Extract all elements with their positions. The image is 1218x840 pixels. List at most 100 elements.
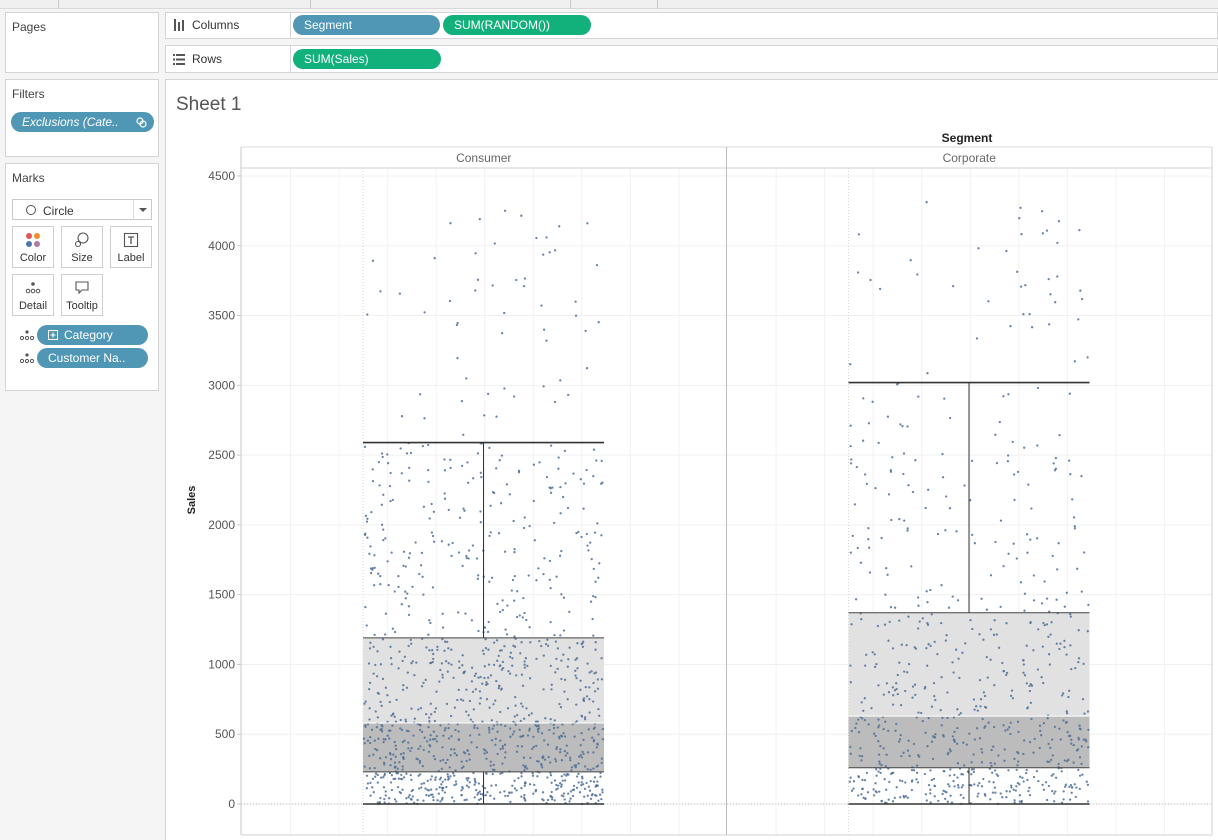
data-point xyxy=(857,731,861,734)
data-point xyxy=(566,751,569,755)
data-point xyxy=(895,687,898,691)
data-point xyxy=(980,785,984,788)
chevron-down-icon[interactable] xyxy=(133,200,151,219)
data-point xyxy=(1079,289,1082,292)
columns-shelf[interactable]: Columns Segment SUM(RANDOM()) xyxy=(165,12,1218,39)
data-point xyxy=(933,736,937,739)
data-point xyxy=(600,482,603,485)
data-point xyxy=(1016,270,1019,273)
data-point xyxy=(478,790,481,793)
data-point xyxy=(390,714,393,717)
data-point xyxy=(374,772,378,775)
data-point xyxy=(432,510,436,513)
data-point xyxy=(447,778,450,781)
detail-field-icon xyxy=(19,330,35,341)
data-point xyxy=(448,299,452,303)
data-point xyxy=(959,793,962,797)
data-point xyxy=(875,768,878,771)
pages-card[interactable]: Pages xyxy=(5,12,159,73)
mark-type-dropdown[interactable]: Circle xyxy=(12,199,152,220)
data-point xyxy=(555,746,559,749)
data-point xyxy=(522,596,525,600)
columns-pill-random[interactable]: SUM(RANDOM()) xyxy=(443,15,591,35)
columns-pill-segment[interactable]: Segment xyxy=(293,15,440,35)
data-point xyxy=(448,766,451,769)
data-point xyxy=(491,772,494,776)
data-point xyxy=(877,684,880,687)
rows-shelf[interactable]: Rows SUM(Sales) xyxy=(165,45,1218,73)
data-point xyxy=(1063,645,1066,649)
data-point xyxy=(976,795,979,798)
label-button[interactable]: Label xyxy=(110,226,152,268)
data-point xyxy=(971,533,974,537)
filter-pill-exclusions[interactable]: Exclusions (Cate.. xyxy=(11,112,154,132)
data-point xyxy=(930,613,933,616)
data-point xyxy=(877,718,880,721)
expand-plus-icon[interactable] xyxy=(48,330,58,340)
data-point xyxy=(595,794,598,797)
data-point xyxy=(549,717,552,721)
data-point xyxy=(1087,746,1090,749)
data-point xyxy=(427,789,430,792)
marks-field-category[interactable]: Category xyxy=(37,325,148,345)
data-point xyxy=(407,605,411,608)
color-button[interactable]: Color xyxy=(12,226,54,268)
data-point xyxy=(445,702,449,706)
data-point xyxy=(1006,459,1010,463)
data-point xyxy=(524,799,527,802)
data-point xyxy=(485,757,488,760)
data-point xyxy=(894,729,897,732)
data-point xyxy=(425,712,428,716)
data-point xyxy=(503,311,506,315)
filters-card[interactable]: Filters Exclusions (Cate.. xyxy=(5,79,159,157)
data-point xyxy=(424,787,427,790)
data-point xyxy=(465,554,468,558)
data-point xyxy=(993,786,997,789)
data-point xyxy=(986,676,989,679)
data-point xyxy=(1042,621,1045,625)
data-point xyxy=(404,597,407,600)
data-point xyxy=(1030,684,1034,687)
data-point xyxy=(453,706,457,709)
data-point xyxy=(490,739,494,742)
tooltip-button[interactable]: Tooltip xyxy=(61,274,103,316)
data-point xyxy=(1030,326,1034,329)
data-point xyxy=(439,668,442,672)
data-point xyxy=(957,713,961,717)
data-point xyxy=(980,597,983,600)
data-point xyxy=(865,653,868,656)
data-point xyxy=(511,578,515,582)
data-point xyxy=(592,567,595,571)
data-point xyxy=(888,780,891,784)
data-point xyxy=(1022,671,1025,674)
data-point xyxy=(365,520,369,523)
data-point xyxy=(582,783,585,786)
data-point xyxy=(478,702,481,705)
data-point xyxy=(553,719,556,722)
data-point xyxy=(887,798,890,801)
data-point xyxy=(557,456,560,459)
data-point xyxy=(559,512,562,515)
size-button[interactable]: Size xyxy=(61,226,103,268)
data-point xyxy=(1025,533,1029,536)
data-point xyxy=(537,724,540,728)
rows-pill-sum-sales[interactable]: SUM(Sales) xyxy=(293,49,441,69)
rows-icon xyxy=(173,54,185,65)
data-point xyxy=(1029,701,1033,705)
data-point xyxy=(492,763,495,767)
data-point xyxy=(1010,784,1013,787)
detail-button[interactable]: Detail xyxy=(12,274,54,316)
data-point xyxy=(444,726,447,730)
data-point xyxy=(528,677,532,680)
filters-title: Filters xyxy=(12,87,45,101)
data-point xyxy=(891,456,894,459)
data-point xyxy=(503,743,507,746)
data-point xyxy=(437,792,440,795)
data-point xyxy=(501,608,504,612)
data-point xyxy=(467,786,470,789)
data-point xyxy=(567,773,570,776)
data-point xyxy=(388,771,392,775)
marks-field-customer-name[interactable]: Customer Na.. xyxy=(37,348,148,368)
data-point xyxy=(419,564,423,567)
data-point xyxy=(978,633,981,636)
